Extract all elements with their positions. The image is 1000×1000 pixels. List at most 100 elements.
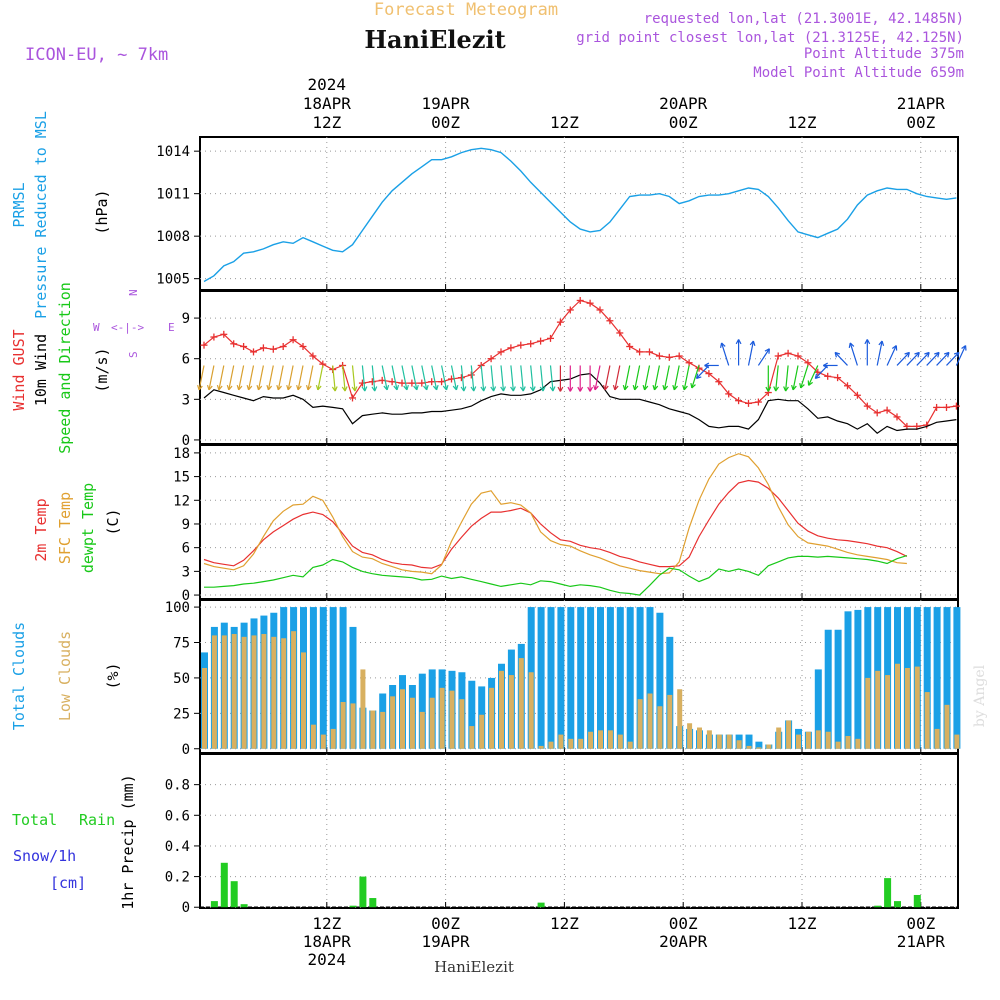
arrow-head-b (792, 385, 797, 391)
gust-point (665, 353, 673, 361)
arrow-head-a (549, 386, 554, 392)
temp-sfc-label: SFC Temp (56, 492, 74, 564)
bottom-time-text: 12Z (550, 914, 579, 933)
total-cloud-bar (824, 629, 832, 749)
wind-direction-arrow (510, 365, 516, 392)
arrow-head-b (445, 384, 449, 391)
gust-point (556, 318, 564, 326)
wind-direction-arrow (557, 365, 564, 392)
total-cloud-bar (656, 612, 664, 749)
low-cloud-bar (330, 728, 336, 749)
low-cloud-bar (340, 702, 346, 749)
arrow-head-a (672, 384, 675, 391)
wind-direction-arrow (411, 365, 419, 391)
wind-direction-arrow (652, 365, 660, 391)
arrow-head-b (426, 384, 429, 391)
arrow-head-a (632, 384, 636, 391)
low-cloud-bar (528, 672, 534, 749)
arrow-head-b (696, 376, 702, 380)
temp-2m-label: 2m Temp (32, 498, 50, 561)
gust-point (467, 371, 475, 379)
low-cloud-bar (736, 740, 742, 749)
arrow-head-b (808, 381, 813, 386)
bottom-time-text: 12Z (788, 914, 817, 933)
top-time-text: 12Z (788, 113, 817, 132)
gust-point (358, 379, 366, 387)
arrow-shaft (411, 365, 418, 391)
low-cloud-bar (439, 687, 445, 749)
rain-bar (359, 876, 367, 908)
arrow-head-b (277, 385, 282, 391)
arrow-shaft (371, 365, 376, 392)
arrow-head-b (914, 351, 920, 355)
wind-direction-arrow (256, 365, 264, 391)
total-cloud-bar (557, 607, 565, 749)
wind-direction-arrow (266, 365, 274, 391)
arrow-head-a (834, 351, 841, 355)
gust-point (230, 340, 238, 348)
arrow-head-a (907, 352, 910, 358)
low-cloud-bar (380, 711, 386, 749)
total-cloud-bar (577, 607, 585, 749)
arrow-head-a (823, 362, 828, 366)
low-cloud-bar (211, 635, 217, 749)
pressure-line (203, 147, 957, 283)
low-cloud-bar (845, 736, 851, 749)
wind-direction-arrow (226, 365, 235, 391)
low-cloud-bar (726, 734, 732, 749)
top-time-label: 12Z (550, 113, 579, 132)
low-cloud-bar (390, 696, 396, 749)
wind-direction-arrow (431, 365, 439, 391)
gust-point (586, 299, 594, 307)
arrow-shaft (510, 365, 514, 392)
gust-point (378, 376, 386, 384)
gust-point (566, 306, 574, 314)
gust-point (952, 402, 960, 410)
wind-direction-arrow (206, 365, 215, 391)
wind-direction-arrow (783, 365, 789, 392)
total-cloud-bar (339, 607, 347, 749)
gust-point (547, 334, 554, 342)
low-cloud-bar (677, 689, 683, 749)
arrow-head-b (532, 386, 536, 392)
low-cloud-bar (746, 745, 752, 749)
low-cloud-bar (805, 731, 811, 749)
wind-direction-arrow (216, 365, 225, 391)
low-cloud-bar (598, 730, 603, 749)
arrow-shaft (287, 365, 294, 391)
total-cloud-bar (597, 607, 604, 749)
low-cloud-bar (558, 734, 564, 749)
arrow-head-b (589, 386, 594, 392)
wind-direction-arrow (450, 365, 459, 391)
credit-watermark: by Angel (972, 664, 988, 727)
wind-direction-arrow (642, 365, 651, 391)
low-cloud-bar (429, 697, 435, 749)
arrow-head-b (569, 386, 574, 392)
arrow-head-a (226, 384, 230, 391)
wind-direction-arrow (361, 365, 368, 392)
arrow-head-b (364, 386, 368, 392)
wind-direction-arrow (936, 351, 950, 366)
gust-point (853, 391, 861, 399)
gust-point (408, 379, 416, 387)
low-cloud-bar (627, 741, 633, 749)
wind-direction-arrow (834, 351, 848, 366)
arrow-shaft (691, 365, 700, 389)
top-time-text: 12Z (550, 113, 579, 132)
top-time-text: 19APR (422, 94, 471, 113)
grid-point-coords: grid point closest lon,lat (21.3125E, 42… (576, 30, 964, 46)
total-cloud-bar (309, 607, 317, 749)
arrow-shaft (307, 365, 314, 391)
panel-2: 0 3 6 9 12 15 18 (173, 444, 959, 604)
arrow-shaft (673, 365, 680, 391)
pressure-label-prmsl: PRMSL (10, 182, 28, 227)
wind-direction-arrow (276, 365, 284, 391)
arrow-head-b (374, 386, 378, 392)
gust-point (259, 344, 267, 352)
wind-direction-arrow (529, 365, 536, 392)
wind-direction-arrow (791, 365, 799, 391)
arrow-head-a (460, 386, 465, 392)
wind-direction-arrow (519, 365, 526, 392)
arrow-head-b (455, 384, 459, 391)
wind-direction-arrow (500, 365, 506, 392)
